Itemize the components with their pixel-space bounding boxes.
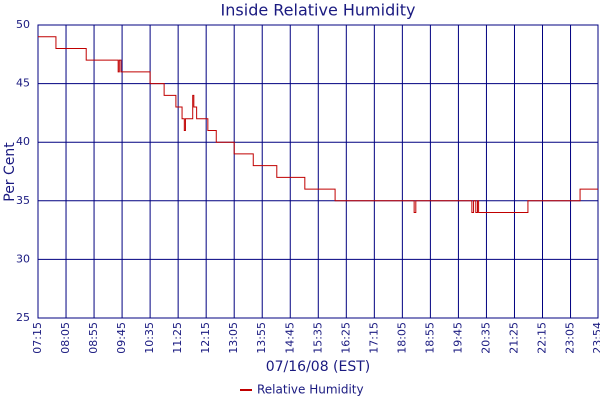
y-tick-label: 35 xyxy=(16,194,30,207)
y-axis-title: Per Cent xyxy=(2,142,18,202)
x-tick-label: 13:55 xyxy=(255,322,268,354)
x-tick-label: 17:15 xyxy=(367,322,380,354)
x-tick-label: 19:45 xyxy=(451,322,464,354)
x-tick-label: 18:05 xyxy=(395,322,408,354)
line-series xyxy=(38,36,598,214)
y-tick-label: 30 xyxy=(16,252,30,265)
x-tick-label: 23:54 xyxy=(591,322,600,354)
x-tick-label: 13:05 xyxy=(227,322,240,354)
x-tick-label: 10:35 xyxy=(143,322,156,354)
x-tick-label: 23:05 xyxy=(564,322,577,354)
y-tick-label: 45 xyxy=(16,77,30,90)
x-tick-label: 21:25 xyxy=(507,322,520,354)
x-tick-label: 22:15 xyxy=(536,322,549,354)
x-tick-label: 16:25 xyxy=(339,322,352,354)
y-tick-label: 50 xyxy=(16,18,30,31)
x-tick-label: 07:15 xyxy=(31,322,44,354)
x-tick-label: 09:45 xyxy=(115,322,128,354)
x-tick-label: 20:35 xyxy=(479,322,492,354)
x-tick-label: 14:45 xyxy=(283,322,296,354)
x-tick-label: 08:55 xyxy=(87,322,100,354)
x-tick-label: 11:25 xyxy=(171,322,184,354)
x-axis-title: 07/16/08 (EST) xyxy=(266,359,371,375)
x-tick-label: 12:15 xyxy=(199,322,212,354)
legend-label: Relative Humidity xyxy=(257,383,364,397)
x-tick-label: 18:55 xyxy=(423,322,436,354)
chart-title: Inside Relative Humidity xyxy=(221,1,416,20)
x-tick-label: 15:35 xyxy=(311,322,324,354)
y-tick-label: 40 xyxy=(16,135,30,148)
y-tick-label: 25 xyxy=(16,311,30,324)
x-tick-label: 08:05 xyxy=(59,322,72,354)
